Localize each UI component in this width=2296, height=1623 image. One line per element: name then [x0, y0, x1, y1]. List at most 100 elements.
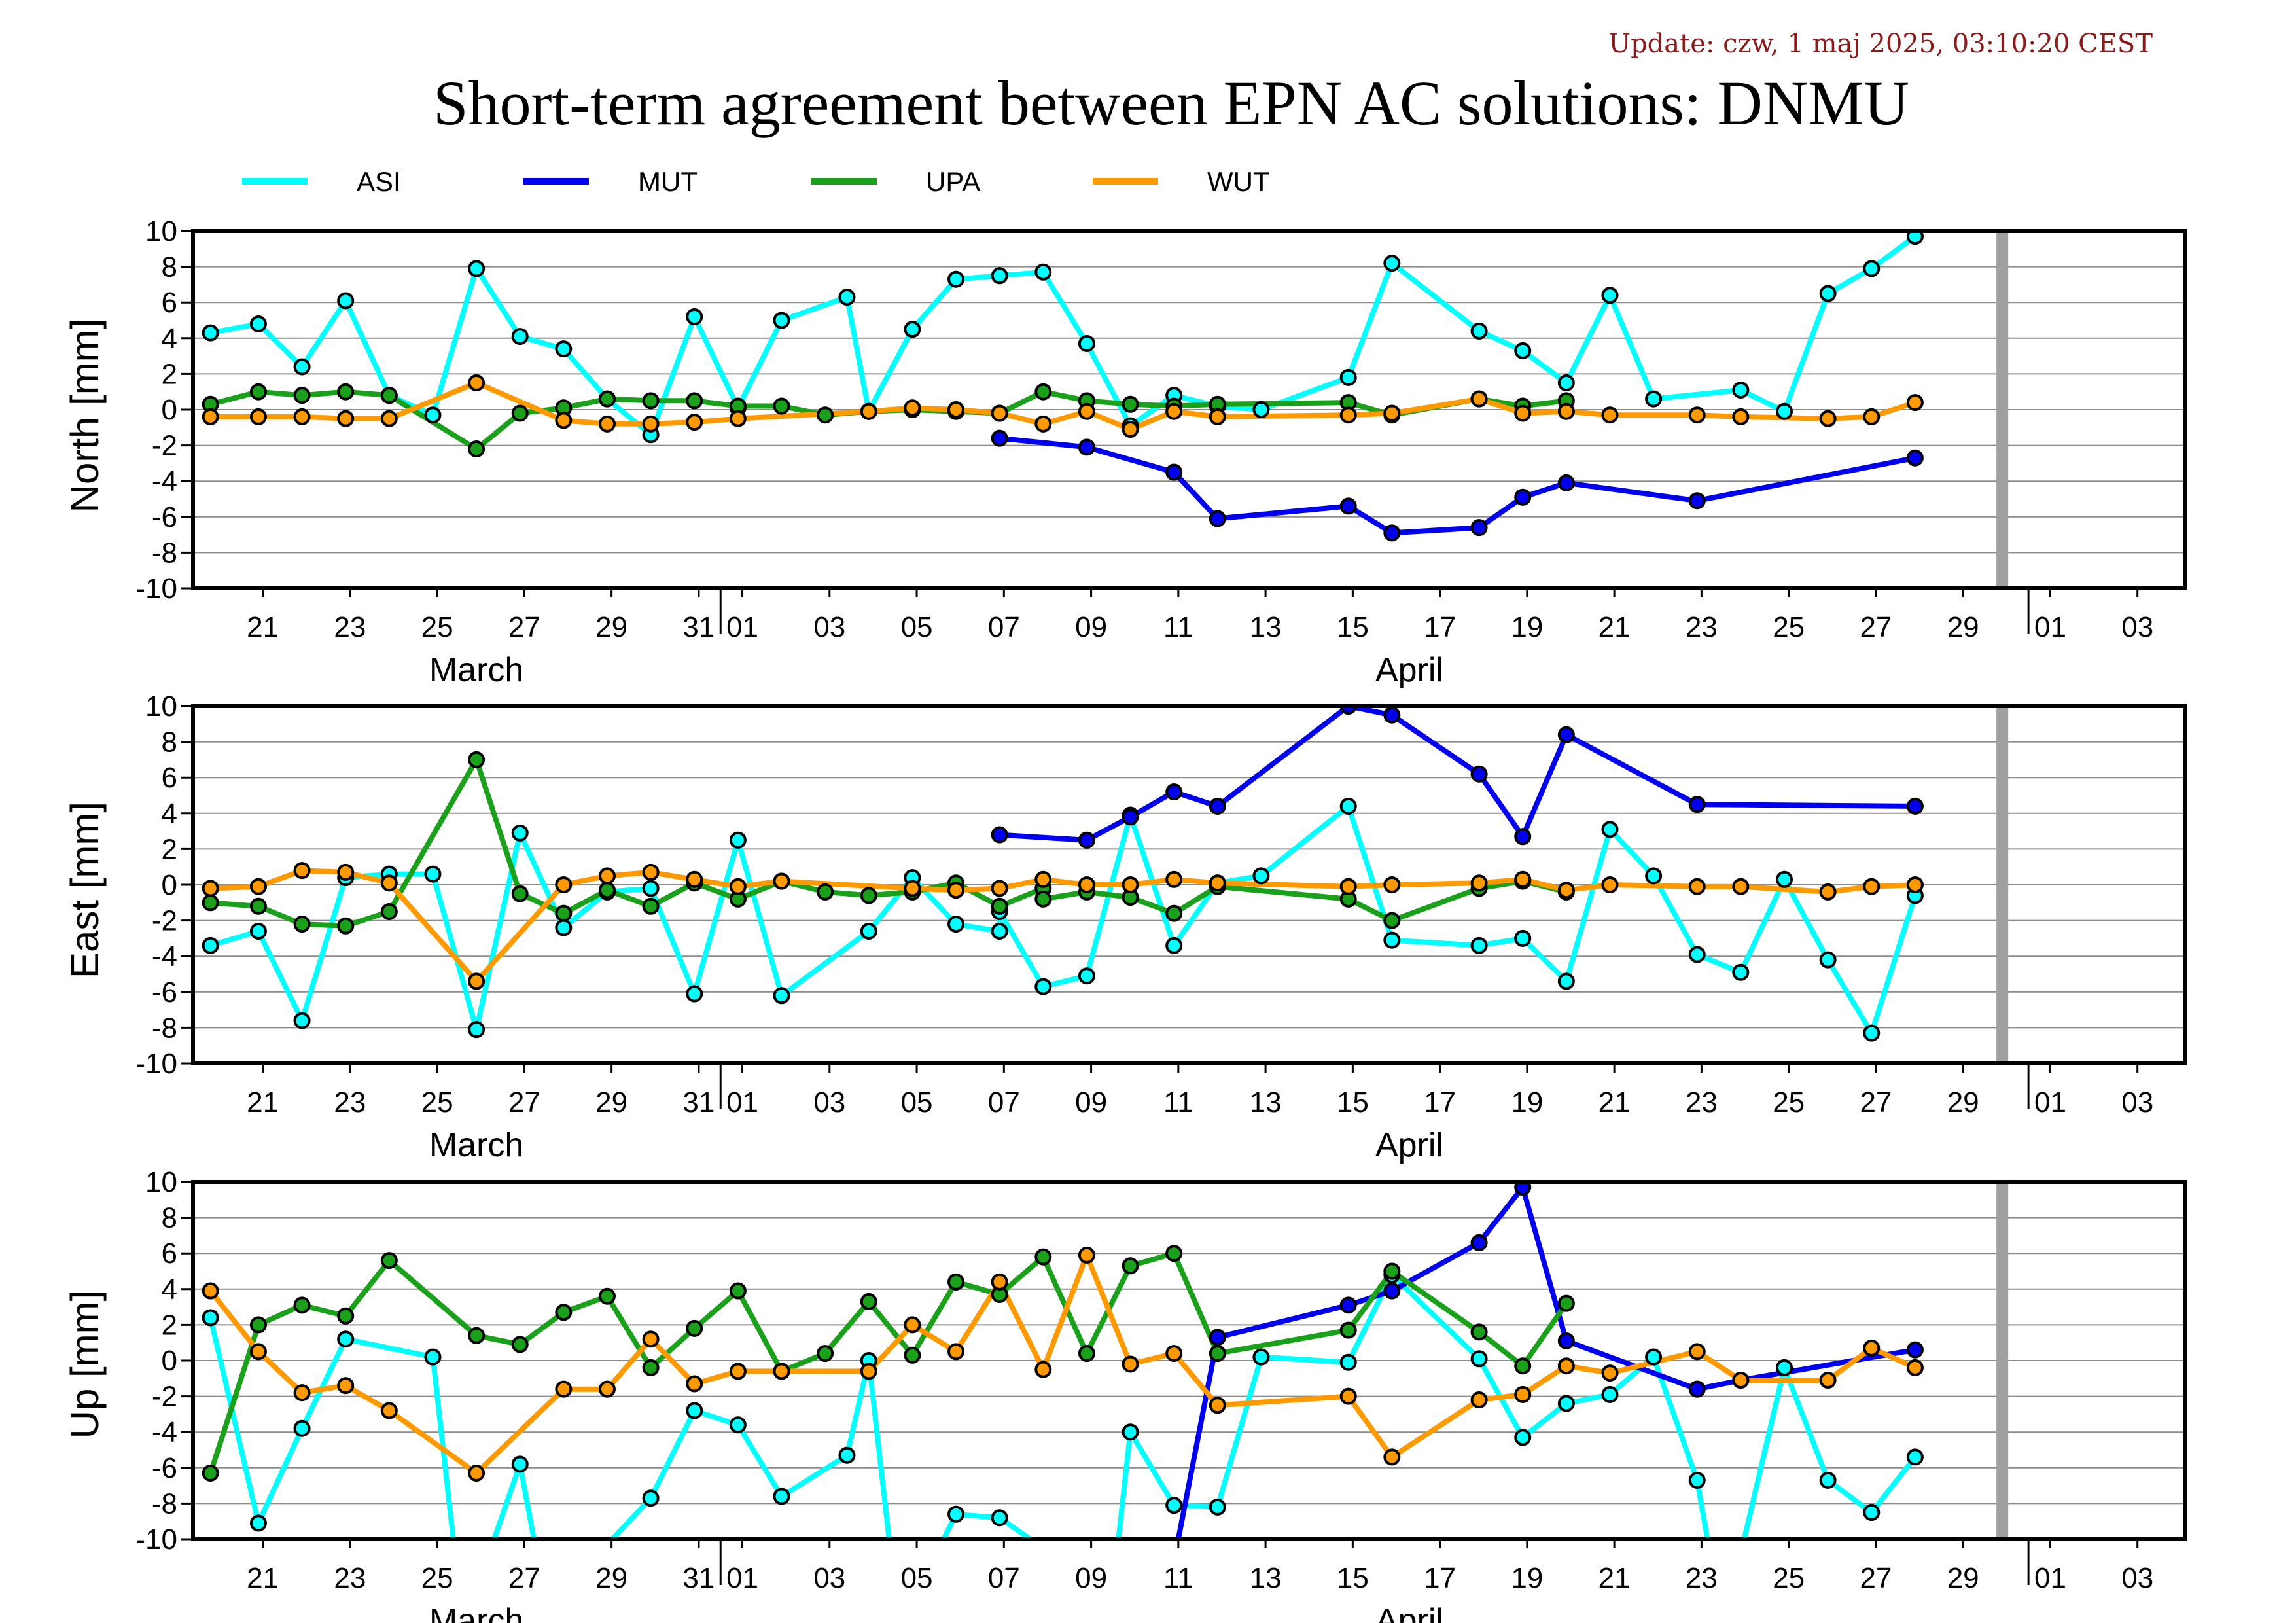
- data-point-wut: [1557, 1357, 1575, 1375]
- data-point-wut: [729, 878, 747, 895]
- data-point-wut: [1819, 883, 1837, 901]
- data-point-asi: [1863, 260, 1881, 277]
- x-tick-label: 21: [247, 1086, 279, 1118]
- data-point-upa: [642, 392, 660, 410]
- data-point-asi: [1557, 972, 1575, 990]
- x-tick-label: 07: [988, 1086, 1020, 1118]
- data-point-wut: [1557, 882, 1575, 899]
- data-point-mut: [1339, 1296, 1357, 1314]
- data-point-upa: [598, 390, 616, 408]
- data-point-asi: [337, 292, 355, 310]
- data-point-wut: [947, 401, 965, 418]
- data-point-asi: [1383, 931, 1401, 949]
- data-point-wut: [202, 408, 219, 425]
- data-point-asi: [1252, 1348, 1270, 1366]
- data-point-asi: [1165, 936, 1183, 954]
- data-point-asi: [904, 321, 921, 338]
- legend: ASI MUT UPA WUT: [242, 166, 1270, 197]
- data-point-wut: [555, 876, 573, 893]
- x-tick-label: 01: [2034, 1562, 2066, 1594]
- y-tick-label: -10: [135, 573, 177, 605]
- data-point-upa: [511, 885, 529, 902]
- data-point-upa: [947, 1273, 965, 1291]
- data-point-upa: [380, 387, 398, 404]
- y-axis-label: East [mm]: [63, 802, 107, 978]
- data-point-asi: [1470, 936, 1488, 954]
- data-point-wut: [293, 408, 311, 425]
- y-tick-label: -6: [152, 1452, 177, 1484]
- x-tick-label: 03: [2121, 611, 2153, 643]
- data-point-asi: [555, 340, 573, 358]
- data-point-wut: [1514, 1385, 1532, 1403]
- x-tick-label: 23: [334, 1086, 366, 1118]
- x-tick-label: 31: [682, 1086, 715, 1118]
- x-tick-label: 29: [595, 611, 627, 643]
- y-tick-label: -2: [152, 905, 177, 937]
- data-point-mut: [1209, 1329, 1226, 1346]
- data-point-upa: [860, 887, 877, 904]
- data-point-wut: [642, 1330, 660, 1348]
- data-point-wut: [1122, 421, 1139, 438]
- y-tick-label: 10: [145, 215, 177, 247]
- data-point-wut: [1034, 415, 1052, 433]
- data-point-wut: [202, 880, 219, 897]
- legend-item-asi: ASI: [242, 166, 401, 197]
- data-point-mut: [1514, 1182, 1532, 1196]
- legend-label: ASI: [357, 166, 401, 197]
- data-point-upa: [555, 1304, 573, 1321]
- data-point-asi: [947, 916, 965, 933]
- data-point-mut: [1209, 797, 1226, 815]
- data-point-asi: [1514, 929, 1532, 947]
- x-tick-label: 21: [1598, 611, 1631, 643]
- data-point-asi: [947, 1505, 965, 1523]
- data-boundary-bar: [1996, 231, 2009, 588]
- data-point-wut: [773, 872, 790, 890]
- data-point-asi: [1601, 821, 1619, 838]
- x-tick-label: 03: [813, 611, 845, 643]
- x-tick-label: 13: [1250, 1086, 1282, 1118]
- data-point-upa: [468, 440, 486, 458]
- data-point-asi: [1688, 946, 1706, 963]
- x-tick-label: 19: [1511, 1562, 1543, 1594]
- data-point-mut: [1906, 797, 1924, 815]
- data-point-wut: [1383, 404, 1401, 422]
- data-point-wut: [1557, 402, 1575, 420]
- data-point-wut: [1732, 1372, 1750, 1389]
- x-tick-label: 19: [1511, 1086, 1543, 1118]
- data-point-upa: [1470, 1323, 1488, 1341]
- data-point-upa: [773, 397, 790, 415]
- x-tick-label: 09: [1075, 1562, 1107, 1594]
- x-tick-label: 11: [1163, 1086, 1193, 1118]
- data-point-wut: [1122, 876, 1139, 893]
- x-tick-label: 03: [2121, 1086, 2153, 1118]
- data-point-wut: [555, 1380, 573, 1398]
- data-point-upa: [293, 1296, 311, 1314]
- data-point-wut: [1209, 408, 1226, 425]
- data-point-upa: [468, 1327, 486, 1344]
- x-tick-label: 07: [988, 1562, 1020, 1594]
- data-point-wut: [1122, 1355, 1139, 1373]
- month-label: April: [1375, 1602, 1443, 1623]
- data-point-asi: [947, 270, 965, 288]
- y-tick-label: 0: [162, 1345, 177, 1377]
- data-point-wut: [1470, 874, 1488, 892]
- data-point-upa: [1165, 1245, 1183, 1262]
- data-point-upa: [511, 404, 529, 422]
- data-point-asi: [991, 1509, 1008, 1527]
- update-timestamp: Update: czw, 1 maj 2025, 03:10:20 CEST: [1608, 29, 2153, 59]
- data-point-wut: [1034, 1361, 1052, 1378]
- data-point-wut: [468, 972, 486, 990]
- data-point-wut: [1601, 406, 1619, 424]
- data-point-upa: [1557, 1294, 1575, 1312]
- data-point-upa: [1209, 1345, 1226, 1363]
- data-point-asi: [555, 919, 573, 936]
- x-tick-label: 15: [1337, 1562, 1369, 1594]
- x-tick-label: 23: [334, 1562, 366, 1594]
- x-tick-label: 11: [1163, 611, 1193, 643]
- data-point-wut: [293, 862, 311, 880]
- x-tick-label: 23: [334, 611, 366, 643]
- data-point-asi: [838, 1446, 856, 1464]
- data-point-upa: [249, 383, 267, 401]
- data-point-wut: [337, 1377, 355, 1395]
- y-tick-label: -10: [135, 1524, 177, 1556]
